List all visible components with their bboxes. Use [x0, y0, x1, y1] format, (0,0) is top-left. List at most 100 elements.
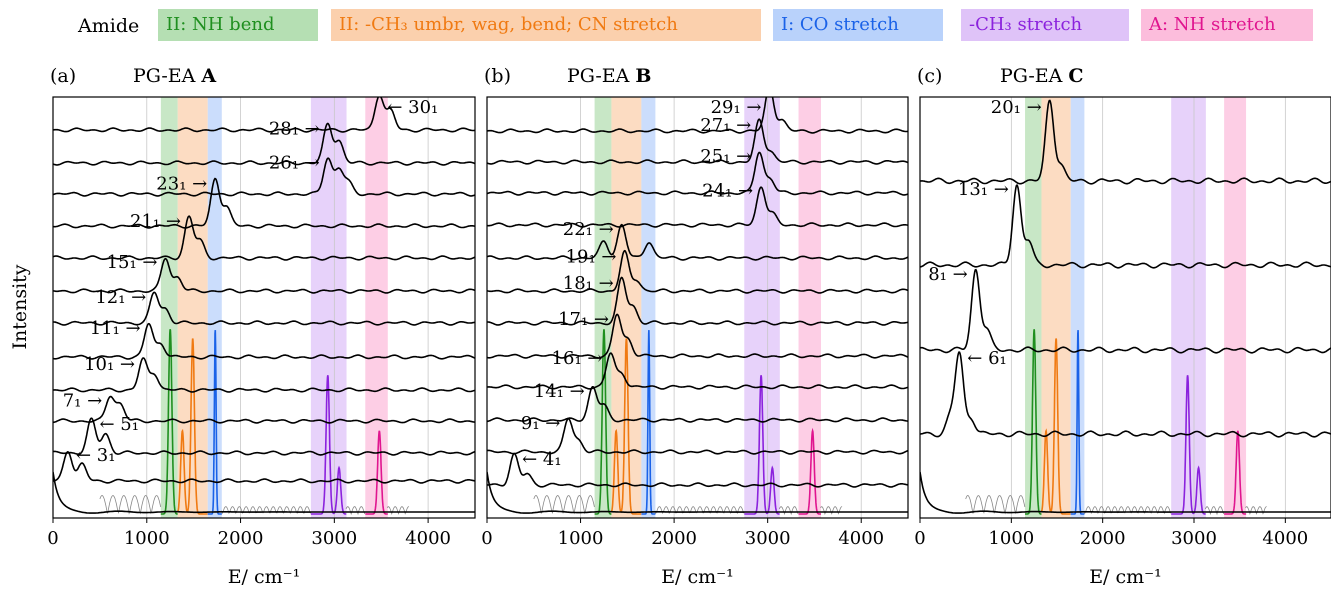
spectrum-12: [487, 97, 908, 134]
x-tick-label: 2000: [1080, 528, 1126, 549]
ir-reference-ch3_stretch: [1171, 375, 1206, 515]
band-nh_bend: [1025, 97, 1042, 518]
ir-reference-ch3_stretch: [744, 375, 780, 515]
ir-reference-ch3_cn: [176, 338, 208, 515]
x-tick-label: 3000: [745, 528, 791, 549]
spectrum-base: [920, 471, 1331, 514]
plot-frame: [919, 96, 1331, 519]
spectrum-2: [53, 417, 475, 456]
panel-title-bold: B: [635, 65, 651, 87]
x-tick-label: 3000: [1171, 528, 1217, 549]
spectrum-label: ← 5₁: [99, 414, 138, 435]
band-co_stretch: [1070, 97, 1085, 518]
spectrum-base: [487, 471, 908, 514]
band-nh_stretch: [1224, 97, 1247, 518]
spectrum-label: 29₁ →: [711, 97, 762, 118]
spectrum-7: [487, 249, 908, 294]
x-tick-label: 2000: [651, 528, 697, 549]
spectrum-base: [53, 471, 475, 514]
spectrum-2: [487, 417, 908, 455]
panel-a: ← 3₁ ← 5₁ 7₁ → 10₁ → 11₁ → 12₁ → 15₁ → 21₁ → 23₁…: [47, 65, 476, 588]
spectrum-label: ← 4₁: [522, 449, 561, 470]
spectrum-label: ← 30₁: [387, 97, 438, 118]
plot-frame: [486, 96, 909, 519]
spectrum-8: [53, 215, 475, 261]
spectrum-3: [53, 395, 475, 424]
x-tick-label: 1000: [124, 528, 170, 549]
spectrum-label: 26₁ →: [269, 152, 320, 173]
band-nh_stretch: [798, 97, 821, 518]
spectrum-11: [487, 118, 908, 165]
spectrum-5: [53, 322, 475, 360]
legend: Amide II: NH bend II: -CH₃ umbr, wag, be…: [0, 7, 1331, 43]
spectrum-label: 8₁ →: [928, 264, 967, 285]
panel-title: PG-EA A: [133, 65, 216, 87]
spectrum-label: 24₁ →: [702, 181, 753, 202]
x-tick-label: 4000: [1262, 528, 1308, 549]
panel-b: ← 4₁ 9₁ → 14₁ → 16₁ → 17₁ → 18₁ → 19₁ → 22₁ → 24…: [481, 65, 909, 588]
spectrum-label: 7₁ →: [63, 390, 102, 411]
spectrum-4: [53, 357, 475, 393]
spectrum-12: [53, 97, 475, 133]
ir-reference-gray: [965, 495, 1267, 516]
spectrum-1: [920, 351, 1331, 438]
x-axis-label: E/ cm⁻¹: [661, 566, 734, 588]
x-tick-label: 0: [481, 528, 492, 549]
band-nh_stretch: [365, 97, 388, 518]
panel-title: PG-EA C: [1000, 65, 1084, 87]
spectrum-label: 14₁ →: [534, 381, 585, 402]
x-tick-label: 1000: [988, 528, 1034, 549]
spectrum-label: 10₁ →: [84, 354, 135, 375]
band-co_stretch: [207, 97, 222, 518]
legend-title: Amide: [78, 15, 140, 37]
band-ch3_stretch: [744, 97, 780, 518]
spectrum-9: [487, 186, 908, 228]
spectrum-3: [920, 183, 1331, 269]
spectrum-label: 9₁ →: [521, 413, 560, 434]
ir-reference-ch3_cn: [610, 338, 642, 515]
legend-item-co-stretch: I: CO stretch: [773, 9, 943, 41]
band-nh_bend: [160, 97, 178, 518]
spectrum-label: 19₁ →: [566, 247, 617, 268]
panel-c: ← 6₁ 8₁ → 13₁ → 20₁ → 0 1000 2000 3000 4000 E/ cm…: [914, 65, 1331, 588]
spectrum-10: [53, 157, 475, 197]
x-tick-label: 0: [47, 528, 58, 549]
legend-item-nh-stretch: A: NH stretch: [1141, 9, 1313, 41]
legend-item-ch3-cn: II: -CH₃ umbr, wag, bend; CN stretch: [331, 9, 761, 41]
spectrum-label: 12₁ →: [95, 287, 146, 308]
panel-label: (c): [917, 65, 942, 87]
spectrum-label: 27₁ →: [700, 115, 751, 136]
spectrum-label: 20₁ →: [991, 97, 1042, 118]
spectrum-label: 16₁ →: [552, 348, 603, 369]
spectrum-label: 23₁ →: [156, 173, 207, 194]
band-ch3_stretch: [310, 97, 347, 518]
legend-item-nh-bend: II: NH bend: [158, 9, 318, 41]
x-axis-label: E/ cm⁻¹: [228, 566, 301, 588]
spectrum-label: 11₁ →: [90, 318, 141, 339]
spectrum-11: [53, 122, 475, 166]
x-tick-label: 3000: [311, 528, 357, 549]
band-nh_bend: [594, 97, 612, 518]
spectrum-label: 28₁ →: [269, 119, 320, 140]
spectrum-7: [53, 257, 475, 294]
spectrum-2: [920, 268, 1331, 354]
spectrum-5: [487, 313, 908, 359]
ir-reference-ch3_cn: [1040, 338, 1071, 515]
spectra-group: [53, 97, 475, 516]
ir-reference-nh_bend: [1025, 329, 1042, 515]
spectrum-label: 15₁ →: [107, 252, 158, 273]
spectrum-label: 21₁ →: [130, 211, 181, 232]
spectrum-4: [920, 99, 1331, 185]
spectrum-label: ← 6₁: [967, 348, 1006, 369]
spectrum-1: [53, 451, 475, 484]
spectrum-label: 13₁ →: [958, 179, 1009, 200]
panel-title-bold: C: [1068, 65, 1083, 87]
band-ch3_stretch: [1171, 97, 1206, 518]
x-tick-label: 2000: [218, 528, 264, 549]
x-tick-label: 1000: [558, 528, 604, 549]
spectrum-label: 22₁ →: [563, 219, 614, 240]
spectrum-4: [487, 352, 908, 390]
spectra-group: [487, 97, 908, 516]
ir-reference-gray: [99, 495, 410, 516]
